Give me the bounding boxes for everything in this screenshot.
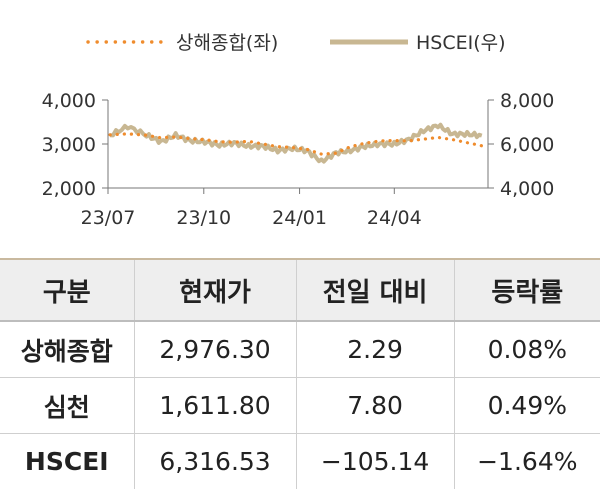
- row-name: 심천: [0, 378, 134, 434]
- chart-axes: 2,000 3,000 4,000 4,000 6,000 8,000 23/07 23/10…: [42, 90, 555, 229]
- row-rate: −1.64%: [454, 434, 600, 489]
- header-change-rate: 등락률: [454, 259, 600, 321]
- left-tick-label: 3,000: [42, 134, 96, 156]
- left-tick-label: 4,000: [42, 90, 96, 112]
- right-tick-label: 4,000: [500, 178, 554, 200]
- legend-label-shanghai: 상해종합(좌): [176, 32, 278, 54]
- right-tick-label: 8,000: [500, 90, 554, 112]
- header-change: 전일 대비: [296, 259, 454, 321]
- row-price: 6,316.53: [134, 434, 296, 489]
- row-name: 상해종합: [0, 321, 134, 378]
- x-tick-label: 24/01: [272, 207, 327, 229]
- line-chart: 상해종합(좌) HSCEI(우) 2,000 3,000 4,000 4,000 6,00…: [0, 0, 600, 250]
- table-row: 상해종합 2,976.30 2.29 0.08%: [0, 321, 600, 378]
- index-table: 구분 현재가 전일 대비 등락률 상해종합 2,976.30 2.29 0.08…: [0, 258, 600, 489]
- plot-area: [110, 125, 482, 162]
- row-rate: 0.49%: [454, 378, 600, 434]
- header-current-price: 현재가: [134, 259, 296, 321]
- row-change: 2.29: [296, 321, 454, 378]
- x-tick-label: 24/04: [367, 207, 422, 229]
- chart-legend: 상해종합(좌) HSCEI(우): [88, 32, 506, 54]
- x-tick-label: 23/07: [81, 207, 136, 229]
- row-rate: 0.08%: [454, 321, 600, 378]
- left-tick-label: 2,000: [42, 178, 96, 200]
- table-header-row: 구분 현재가 전일 대비 등락률: [0, 259, 600, 321]
- x-tick-label: 23/10: [176, 207, 231, 229]
- row-change: 7.80: [296, 378, 454, 434]
- row-name: HSCEI: [0, 434, 134, 489]
- table-row: 심천 1,611.80 7.80 0.49%: [0, 378, 600, 434]
- legend-label-hscei: HSCEI(우): [416, 32, 506, 54]
- row-change: −105.14: [296, 434, 454, 489]
- row-price: 2,976.30: [134, 321, 296, 378]
- right-tick-label: 6,000: [500, 134, 554, 156]
- series-line-hscei: [110, 125, 482, 162]
- row-price: 1,611.80: [134, 378, 296, 434]
- table-row: HSCEI 6,316.53 −105.14 −1.64%: [0, 434, 600, 489]
- header-category: 구분: [0, 259, 134, 321]
